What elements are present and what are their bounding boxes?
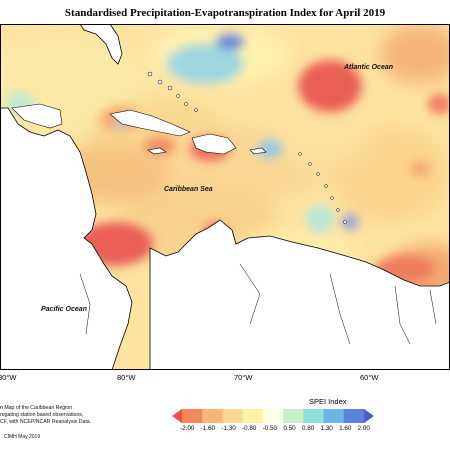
legend-value: 0.80 (301, 425, 315, 432)
land-florida (79, 24, 123, 65)
legend-swatch-10 (364, 409, 374, 423)
note-line-1: n Map of the Caribbean Region (0, 405, 73, 411)
legend-value: -0.50 (262, 425, 278, 432)
legend-swatch-5 (262, 409, 284, 423)
land-south-america (149, 219, 450, 370)
legend-swatch-4 (242, 409, 264, 423)
legend-value: -1.30 (221, 425, 236, 432)
credit: CIMH May 2019 (4, 434, 41, 440)
map-title: Standardised Precipitation-Evapotranspir… (64, 7, 386, 19)
land-jamaica (147, 147, 167, 155)
legend-value: 2.00 (357, 425, 370, 432)
note-line-3: CF, with NCEP/NCAR Reanalysis Data. (0, 419, 92, 425)
legend-value: -2.00 (180, 425, 195, 432)
land-puerto-rico (249, 147, 267, 155)
land-hispaniola (191, 133, 237, 155)
tick-lon-80: 80°W (117, 373, 136, 382)
legend-swatch-6 (283, 409, 304, 423)
legend-value: 0.50 (283, 425, 296, 432)
legend-value: -0.80 (242, 425, 257, 432)
legend-swatch-8 (323, 409, 345, 423)
legend-swatch-2 (202, 409, 223, 423)
label-pacific-ocean: Pacific Ocean (41, 306, 87, 313)
spei-map (0, 24, 450, 370)
legend-value: 1.30 (320, 425, 333, 432)
land-central-america (0, 107, 133, 370)
legend-swatch-1 (182, 409, 203, 423)
legend-swatch-7 (303, 409, 325, 423)
label-caribbean-sea: Caribbean Sea (164, 186, 213, 193)
legend-labels: -2.00 -1.60 -1.30 -0.80 -0.50 0.50 0.80 1.30 1.6… (180, 425, 370, 432)
legend-title: SPEI Index (309, 397, 347, 406)
tick-lon-60: 60°W (360, 373, 379, 382)
legend-swatch-9 (343, 409, 365, 423)
legend-colorbar (172, 409, 374, 423)
legend-swatch-3 (222, 409, 244, 423)
tick-lon-70: 70°W (234, 373, 253, 382)
land-cuba (109, 109, 191, 137)
note-line-2: regating station based observations, (0, 412, 84, 418)
legend-value: 1.60 (339, 425, 352, 432)
legend-value: -1.60 (200, 425, 216, 432)
tick-lon-left: 80°W (0, 373, 17, 382)
label-atlantic-ocean: Atlantic Ocean (344, 64, 394, 71)
legend-swatch-0 (172, 409, 182, 423)
